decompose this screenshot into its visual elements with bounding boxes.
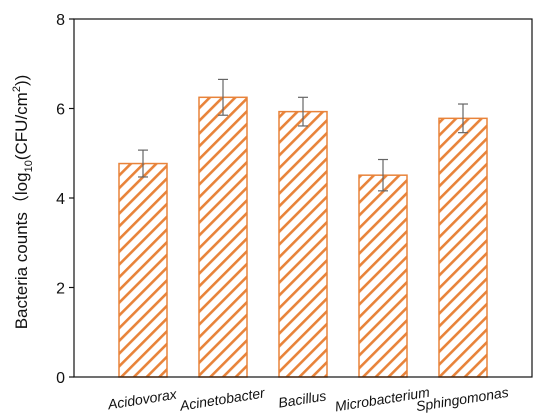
error-bar: [218, 78, 228, 116]
y-axis-label-prefix: Bacteria counts（log: [12, 172, 31, 329]
bar-microbacterium: [358, 174, 408, 378]
y-tick-label: 0: [56, 370, 65, 387]
y-axis-label: Bacteria counts（log10(CFU/cm2)): [11, 75, 35, 330]
y-axis-label-subscript: 10: [23, 160, 35, 172]
error-bar: [458, 103, 468, 134]
y-tick-label: 8: [56, 12, 65, 29]
error-bars-group: [138, 78, 468, 192]
bar-sphingomonas: [438, 117, 488, 378]
y-axis-label-suffix: )): [12, 75, 31, 86]
x-tick-label: Acidovorax: [106, 386, 179, 413]
error-bar: [138, 149, 148, 178]
y-axis-label-superscript: 2: [11, 86, 23, 92]
y-axis-label-middle: (CFU/cm: [12, 92, 31, 160]
bars-group: [118, 96, 488, 378]
y-tick-label: 4: [56, 191, 65, 208]
bar-bacillus: [278, 110, 328, 378]
y-tick-label: 6: [56, 102, 65, 119]
bar-acidovorax: [118, 162, 168, 378]
error-bar: [378, 158, 388, 192]
error-bar: [298, 96, 308, 127]
x-tick-label: Acinetobacter: [178, 384, 267, 414]
x-tick-label: Bacillus: [277, 387, 327, 410]
x-tick-label: Sphingomonas: [415, 384, 510, 414]
y-tick-label: 2: [56, 281, 65, 298]
bar-acinetobacter: [198, 96, 248, 378]
